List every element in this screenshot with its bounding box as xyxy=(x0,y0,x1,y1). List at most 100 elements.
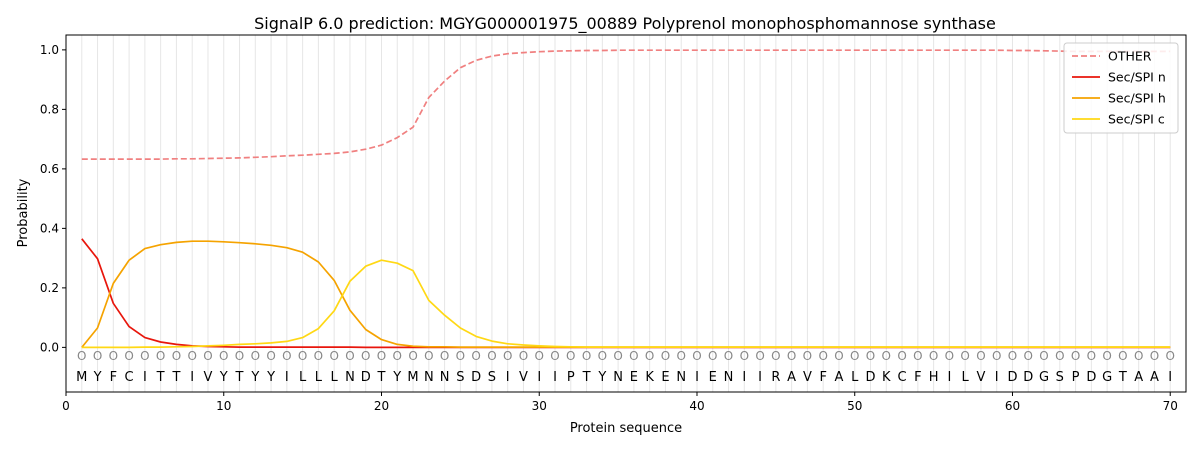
residue-marker: O xyxy=(787,349,796,363)
y-tick-label: 1.0 xyxy=(40,43,59,57)
legend-label: OTHER xyxy=(1108,49,1152,64)
series-line xyxy=(81,49,1171,160)
residue-label: I xyxy=(758,370,762,385)
residue-label: L xyxy=(299,370,307,385)
residue-label: F xyxy=(110,370,117,385)
residue-label: F xyxy=(819,370,826,385)
residue-label: D xyxy=(361,370,371,385)
residue-marker: O xyxy=(598,349,607,363)
residue-label: G xyxy=(1039,370,1049,385)
residue-marker: O xyxy=(361,349,370,363)
residue-label: E xyxy=(661,370,669,385)
residue-label: S xyxy=(456,370,464,385)
residue-marker: O xyxy=(550,349,559,363)
residue-label: T xyxy=(1118,370,1127,385)
residue-marker: O xyxy=(866,349,875,363)
residue-label: N xyxy=(724,370,734,385)
residue-marker: O xyxy=(818,349,827,363)
residue-label: K xyxy=(882,370,891,385)
residue-label: E xyxy=(709,370,717,385)
residue-layer: OMOYOFOCOIOTOTOIOVOYOTOYOYOIOLOLOLONODOT… xyxy=(76,349,1175,385)
residue-label: V xyxy=(976,370,985,385)
residue-label: D xyxy=(865,370,875,385)
residue-marker: O xyxy=(440,349,449,363)
residue-marker: O xyxy=(393,349,402,363)
residue-marker: O xyxy=(124,349,133,363)
residue-marker: O xyxy=(93,349,102,363)
residue-marker: O xyxy=(661,349,670,363)
residue-marker: O xyxy=(1071,349,1080,363)
residue-label: I xyxy=(143,370,147,385)
residue-marker: O xyxy=(77,349,86,363)
residue-label: P xyxy=(567,370,575,385)
x-tick-label: 40 xyxy=(689,399,704,413)
residue-label: T xyxy=(582,370,591,385)
residue-label: D xyxy=(1007,370,1017,385)
residue-label: T xyxy=(156,370,165,385)
residue-marker: O xyxy=(566,349,575,363)
residue-marker: O xyxy=(1087,349,1096,363)
residue-label: C xyxy=(125,370,134,385)
residue-label: T xyxy=(171,370,180,385)
residue-marker: O xyxy=(471,349,480,363)
residue-label: Y xyxy=(250,370,259,385)
residue-marker: O xyxy=(992,349,1001,363)
residue-label: Y xyxy=(597,370,606,385)
residue-marker: O xyxy=(945,349,954,363)
residue-label: A xyxy=(835,370,844,385)
residue-label: I xyxy=(537,370,541,385)
residue-label: R xyxy=(771,370,780,385)
x-axis-ticks: 0 10 20 30 40 50 60 70 xyxy=(62,392,1178,413)
residue-marker: O xyxy=(1150,349,1159,363)
x-tick-label: 30 xyxy=(532,399,547,413)
series-layer xyxy=(81,49,1171,349)
residue-marker: O xyxy=(976,349,985,363)
residue-label: I xyxy=(553,370,557,385)
residue-label: F xyxy=(914,370,921,385)
residue-label: L xyxy=(851,370,859,385)
residue-label: K xyxy=(645,370,654,385)
residue-marker: O xyxy=(740,349,749,363)
residue-marker: O xyxy=(329,349,338,363)
residue-marker: O xyxy=(897,349,906,363)
residue-marker: O xyxy=(140,349,149,363)
residue-marker: O xyxy=(487,349,496,363)
series-line xyxy=(81,240,1171,348)
residue-marker: O xyxy=(1118,349,1127,363)
x-tick-label: 0 xyxy=(62,399,70,413)
x-tick-label: 50 xyxy=(847,399,862,413)
residue-label: H xyxy=(929,370,939,385)
residue-label: I xyxy=(695,370,699,385)
y-axis-label: Probability xyxy=(16,178,31,247)
residue-marker: O xyxy=(771,349,780,363)
y-tick-label: 0.8 xyxy=(40,102,59,116)
residue-marker: O xyxy=(314,349,323,363)
residue-marker: O xyxy=(582,349,591,363)
residue-label: I xyxy=(506,370,510,385)
residue-marker: O xyxy=(424,349,433,363)
residue-marker: O xyxy=(613,349,622,363)
residue-label: Y xyxy=(392,370,401,385)
residue-marker: O xyxy=(298,349,307,363)
residue-label: N xyxy=(676,370,686,385)
residue-marker: O xyxy=(519,349,528,363)
residue-label: T xyxy=(377,370,386,385)
residue-label: G xyxy=(1102,370,1112,385)
legend: OTHER Sec/SPI n Sec/SPI h Sec/SPI c xyxy=(1063,42,1179,134)
residue-label: V xyxy=(204,370,213,385)
residue-marker: O xyxy=(172,349,181,363)
residue-label: I xyxy=(1168,370,1172,385)
residue-marker: O xyxy=(913,349,922,363)
residue-label: S xyxy=(488,370,496,385)
residue-label: E xyxy=(630,370,638,385)
residue-marker: O xyxy=(156,349,165,363)
residue-label: S xyxy=(1056,370,1064,385)
residue-marker: O xyxy=(1008,349,1017,363)
residue-label: D xyxy=(1023,370,1033,385)
residue-marker: O xyxy=(724,349,733,363)
x-tick-label: 20 xyxy=(374,399,389,413)
residue-marker: O xyxy=(1039,349,1048,363)
residue-label: I xyxy=(947,370,951,385)
residue-label: I xyxy=(190,370,194,385)
